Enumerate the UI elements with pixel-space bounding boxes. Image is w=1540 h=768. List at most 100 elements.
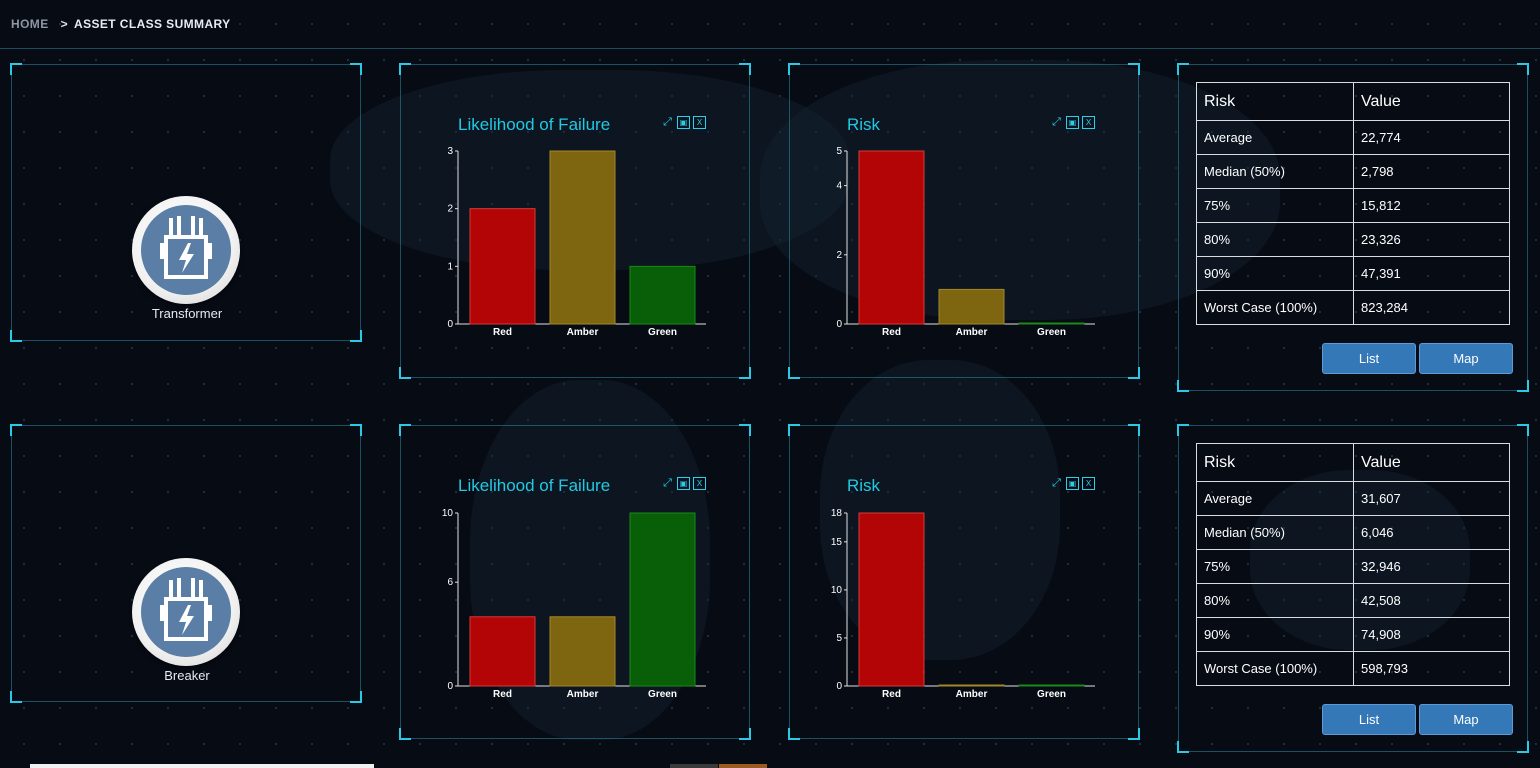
lof-bar-chart: 0 1 2 3 Red Amber Green [447, 146, 706, 338]
breaker-icon[interactable] [132, 558, 240, 666]
excel-export-icon[interactable]: X [1082, 477, 1095, 490]
x-tick-label: Red [493, 327, 512, 338]
stat-label: 90% [1196, 256, 1354, 291]
excel-export-icon[interactable]: X [693, 116, 706, 129]
table-row: 80% 23,326 [1196, 222, 1510, 257]
excel-export-icon[interactable]: X [1082, 116, 1095, 129]
y-tick-label: 18 [831, 508, 843, 519]
footer-tab[interactable] [719, 764, 767, 768]
excel-export-icon[interactable]: X [693, 477, 706, 490]
stat-value: 47,391 [1353, 256, 1510, 291]
stat-value: 823,284 [1353, 290, 1510, 325]
table-row: Average 31,607 [1196, 481, 1510, 516]
y-tick-label: 0 [836, 319, 842, 330]
column-header-risk: Risk [1196, 82, 1354, 121]
lof-chart-panel: Likelihood of Failure ⤢ ▣ X 0 1 2 3 Red Amber… [399, 63, 751, 379]
bar-red [469, 616, 536, 687]
footer-tab[interactable] [670, 764, 718, 768]
table-header-row: Risk Value [1196, 82, 1510, 121]
stat-label: 80% [1196, 222, 1354, 257]
table-row: 75% 32,946 [1196, 549, 1510, 584]
map-button[interactable]: Map [1419, 704, 1513, 735]
y-tick-label: 2 [836, 250, 842, 261]
stat-label: 75% [1196, 188, 1354, 223]
footer-scrollbar[interactable] [30, 764, 374, 768]
risk-stats-table: Risk Value Average 31,607 Median (50%) 6,0… [1196, 443, 1510, 686]
x-tick-label: Amber [956, 327, 988, 338]
x-tick-label: Green [648, 689, 677, 700]
risk-bar-chart: 0 5 10 15 18 Red Amber Green [831, 508, 1095, 700]
stat-label: Worst Case (100%) [1196, 651, 1354, 686]
y-tick-label: 2 [447, 204, 453, 215]
image-export-icon[interactable]: ▣ [1066, 116, 1079, 129]
bar-red [858, 512, 925, 687]
expand-icon[interactable]: ⤢ [663, 477, 672, 489]
table-row: 75% 15,812 [1196, 188, 1510, 223]
y-tick-label: 4 [836, 181, 842, 192]
lof-bar-chart: 0 6 10 Red Amber Green [442, 508, 706, 700]
asset-name-label: Transformer [151, 306, 223, 321]
image-export-icon[interactable]: ▣ [1066, 477, 1079, 490]
bar-amber [549, 150, 616, 325]
image-export-icon[interactable]: ▣ [677, 116, 690, 129]
risk-bar-chart: 0 2 4 5 Red Amber Green [836, 146, 1095, 338]
x-tick-label: Red [882, 327, 901, 338]
stat-value: 23,326 [1353, 222, 1510, 257]
column-header-value: Value [1353, 82, 1510, 121]
table-row: Median (50%) 6,046 [1196, 515, 1510, 550]
x-tick-label: Amber [567, 689, 599, 700]
bar-amber [938, 288, 1005, 325]
table-row: 90% 47,391 [1196, 256, 1510, 291]
table-row: 80% 42,508 [1196, 583, 1510, 618]
stat-label: Median (50%) [1196, 154, 1354, 189]
bar-amber [938, 684, 1005, 687]
stat-value: 31,607 [1353, 481, 1510, 516]
expand-icon[interactable]: ⤢ [1052, 116, 1061, 128]
bar-green [1018, 684, 1085, 687]
y-tick-label: 5 [836, 633, 842, 644]
risk-stats-table: Risk Value Average 22,774 Median (50%) 2,7… [1196, 82, 1510, 325]
y-tick-label: 0 [447, 681, 453, 692]
y-tick-label: 15 [831, 537, 843, 548]
breadcrumb-current: ASSET CLASS SUMMARY [74, 17, 231, 31]
stat-label: Worst Case (100%) [1196, 290, 1354, 325]
column-header-value: Value [1353, 443, 1510, 482]
table-row: Median (50%) 2,798 [1196, 154, 1510, 189]
stat-value: 74,908 [1353, 617, 1510, 652]
breadcrumb: HOME > ASSET CLASS SUMMARY [11, 17, 231, 31]
list-button[interactable]: List [1322, 343, 1416, 374]
x-tick-label: Green [648, 327, 677, 338]
asset-name-label: Breaker [164, 668, 210, 683]
risk-stats-panel: Risk Value Average 31,607 Median (50%) 6,0… [1177, 424, 1529, 753]
stat-label: Average [1196, 481, 1354, 516]
risk-chart-panel: Risk ⤢ ▣ X 0 5 10 15 18 Red Amber Green [788, 424, 1140, 740]
x-tick-label: Green [1037, 327, 1066, 338]
table-header-row: Risk Value [1196, 443, 1510, 482]
stat-value: 42,508 [1353, 583, 1510, 618]
expand-icon[interactable]: ⤢ [1052, 477, 1061, 489]
x-tick-label: Green [1037, 689, 1066, 700]
bar-amber [549, 616, 616, 687]
chart-title: Risk [847, 115, 881, 134]
chart-title: Risk [847, 476, 881, 495]
y-tick-label: 0 [447, 319, 453, 330]
bar-red [858, 150, 925, 325]
table-row: Worst Case (100%) 823,284 [1196, 290, 1510, 325]
lof-chart-panel: Likelihood of Failure ⤢ ▣ X 0 6 10 Red Amber… [399, 424, 751, 740]
y-tick-label: 6 [447, 577, 453, 588]
table-row: 90% 74,908 [1196, 617, 1510, 652]
map-button[interactable]: Map [1419, 343, 1513, 374]
risk-chart-panel: Risk ⤢ ▣ X 0 2 4 5 Red Amber Green [788, 63, 1140, 379]
transformer-icon[interactable] [132, 196, 240, 304]
list-button[interactable]: List [1322, 704, 1416, 735]
y-tick-label: 10 [442, 508, 454, 519]
y-tick-label: 3 [447, 146, 453, 157]
risk-stats-panel: Risk Value Average 22,774 Median (50%) 2,7… [1177, 63, 1529, 392]
image-export-icon[interactable]: ▣ [677, 477, 690, 490]
chart-title: Likelihood of Failure [458, 476, 611, 495]
bar-red [469, 208, 536, 325]
breadcrumb-home-link[interactable]: HOME [11, 17, 49, 31]
stat-value: 598,793 [1353, 651, 1510, 686]
table-row: Worst Case (100%) 598,793 [1196, 651, 1510, 686]
expand-icon[interactable]: ⤢ [663, 116, 672, 128]
